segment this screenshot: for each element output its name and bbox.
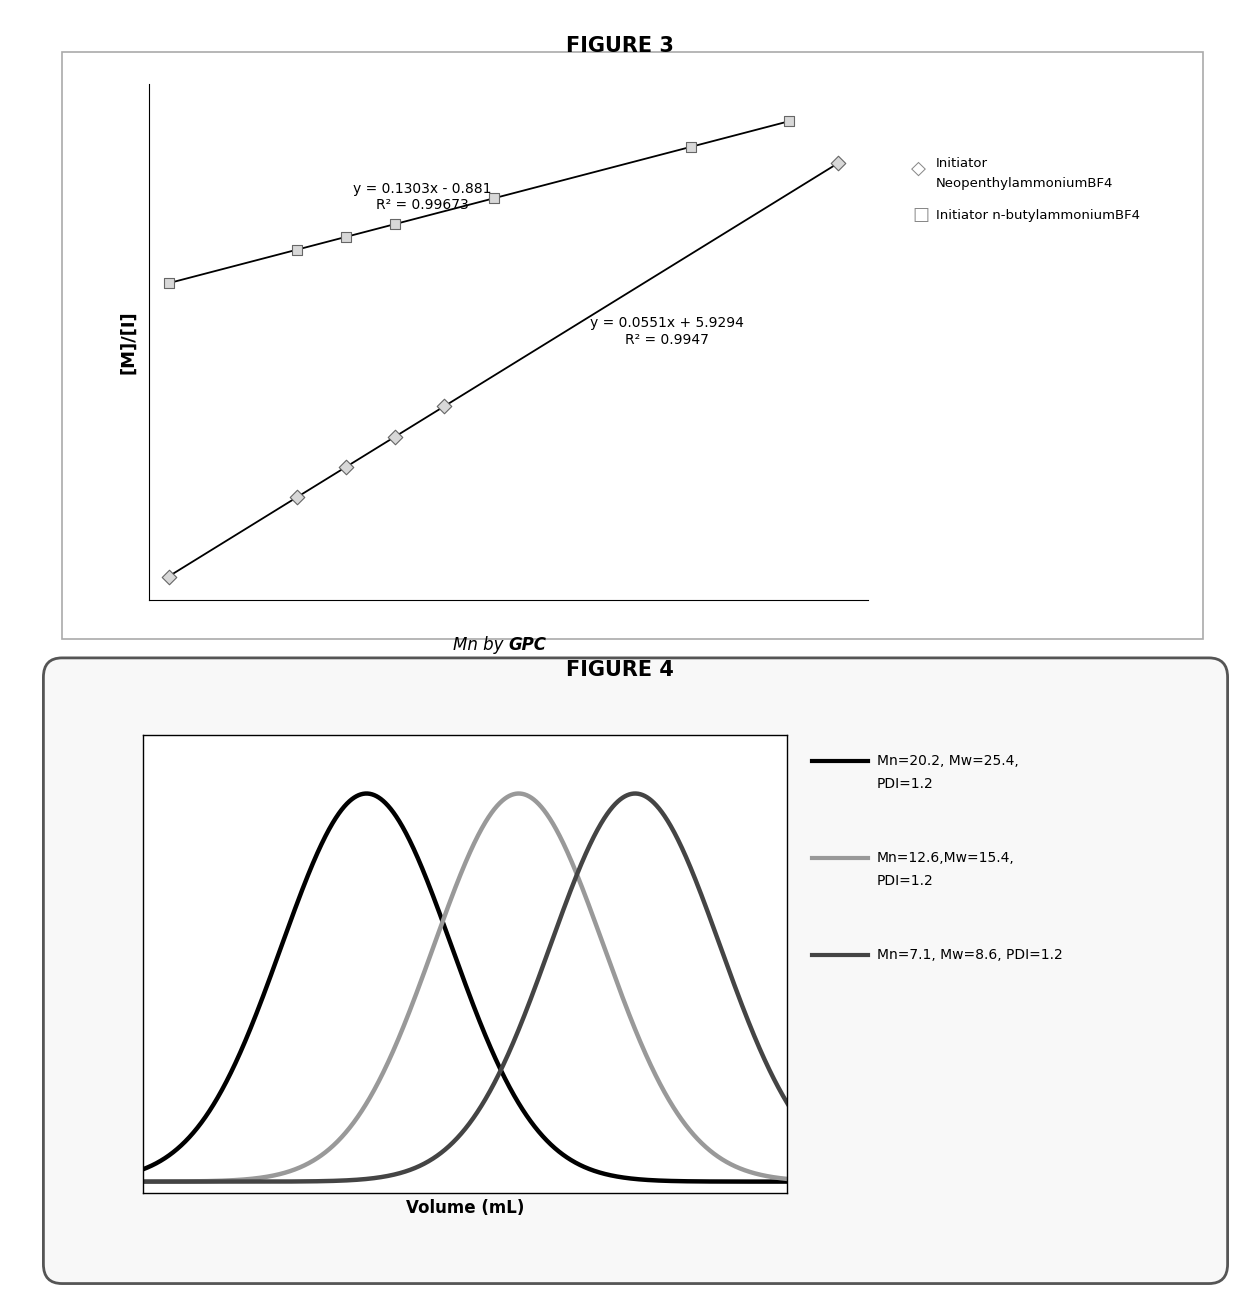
Text: y = 0.1303x - 0.881
R² = 0.99673: y = 0.1303x - 0.881 R² = 0.99673 [353, 182, 491, 213]
Point [386, 426, 405, 446]
Point [159, 273, 179, 294]
Text: Mn=7.1, Mw=8.6, PDI=1.2: Mn=7.1, Mw=8.6, PDI=1.2 [877, 948, 1063, 961]
Point [779, 111, 799, 132]
Text: ◇: ◇ [911, 159, 926, 177]
Text: NeopenthylammoniumBF4: NeopenthylammoniumBF4 [936, 177, 1114, 190]
Point [828, 152, 848, 173]
Text: y = 0.0551x + 5.9294
R² = 0.9947: y = 0.0551x + 5.9294 R² = 0.9947 [590, 316, 744, 347]
Text: GPC: GPC [508, 636, 547, 654]
Text: □: □ [913, 206, 930, 224]
Point [336, 227, 356, 248]
Text: PDI=1.2: PDI=1.2 [877, 778, 934, 791]
Text: Mn=20.2, Mw=25.4,: Mn=20.2, Mw=25.4, [877, 755, 1018, 768]
Point [286, 488, 306, 508]
Y-axis label: [M]/[I]: [M]/[I] [120, 310, 138, 374]
Point [286, 240, 306, 261]
Text: FIGURE 3: FIGURE 3 [567, 36, 673, 57]
Text: Initiator n-butylammoniumBF4: Initiator n-butylammoniumBF4 [936, 209, 1141, 222]
Text: PDI=1.2: PDI=1.2 [877, 875, 934, 888]
Text: Mn by: Mn by [453, 636, 508, 654]
Point [159, 566, 179, 587]
Point [434, 396, 454, 417]
Point [336, 457, 356, 477]
X-axis label: Volume (mL): Volume (mL) [405, 1198, 525, 1216]
Point [484, 188, 503, 209]
Point [386, 214, 405, 235]
Text: Mn=12.6,Mw=15.4,: Mn=12.6,Mw=15.4, [877, 851, 1014, 864]
Text: FIGURE 4: FIGURE 4 [567, 660, 673, 681]
Text: Initiator: Initiator [936, 157, 988, 170]
Point [681, 137, 701, 157]
